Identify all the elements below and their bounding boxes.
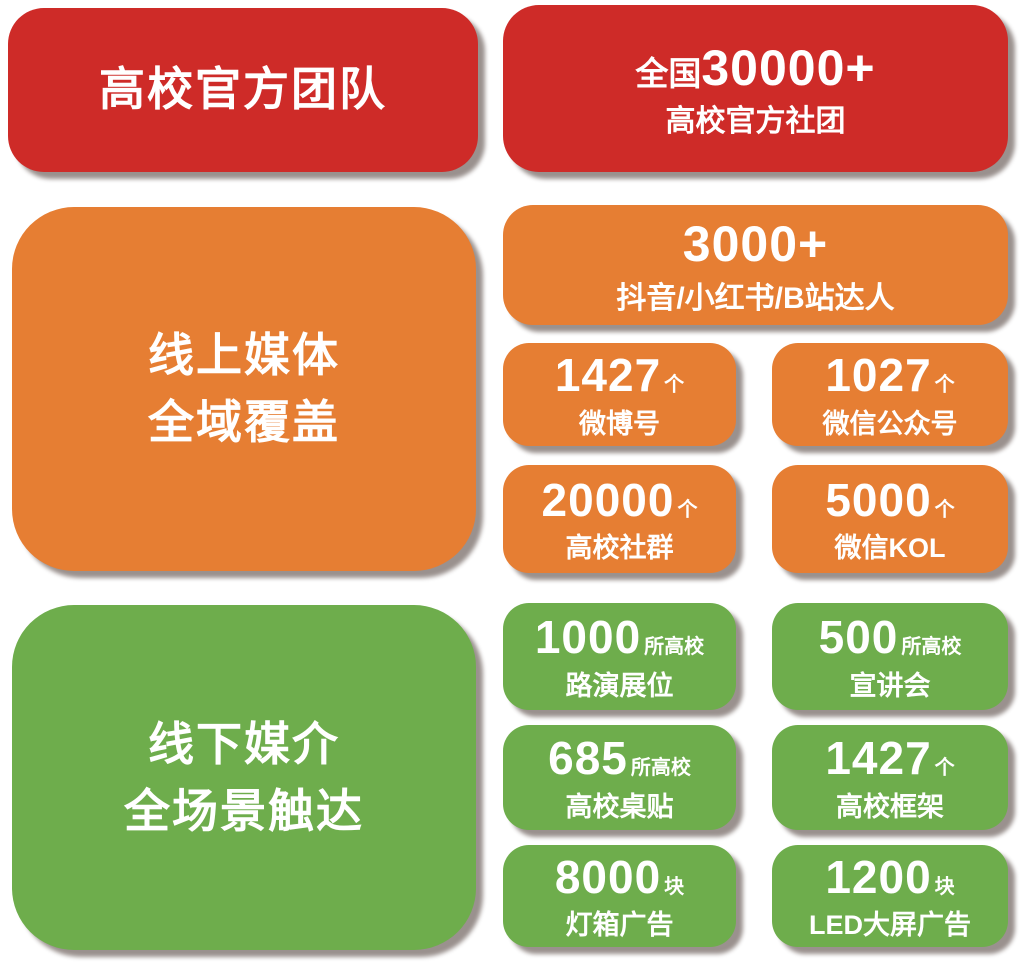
lightbox-ads-number: 8000 bbox=[554, 850, 662, 903]
national-clubs-prefix: 全国 bbox=[635, 54, 702, 92]
stat-card-lightbox-ads: 8000 块 灯箱广告 bbox=[503, 845, 736, 947]
led-screen-ads-unit: 块 bbox=[934, 875, 955, 898]
weibo-numline: 1427 个 bbox=[555, 347, 684, 405]
card-online-media-title: 线上媒体 全域覆盖 bbox=[12, 207, 476, 571]
desk-stickers-label: 高校桌贴 bbox=[565, 791, 674, 822]
campus-groups-unit: 个 bbox=[677, 498, 698, 521]
stat-card-campus-groups: 20000 个 高校社群 bbox=[503, 465, 736, 573]
weibo-unit: 个 bbox=[664, 374, 685, 397]
led-screen-ads-number: 1200 bbox=[825, 850, 932, 903]
roadshow-unit: 所高校 bbox=[644, 636, 705, 659]
card-national-official-clubs: 全国 30000+ 高校官方社团 bbox=[503, 5, 1008, 172]
desk-stickers-number: 685 bbox=[548, 732, 628, 785]
offline-media-title-line1: 线下媒介 bbox=[148, 717, 340, 770]
roadshow-numline: 1000 所高校 bbox=[535, 609, 704, 667]
lightbox-ads-numline: 8000 块 bbox=[555, 849, 684, 907]
info-sessions-label: 宣讲会 bbox=[849, 670, 931, 701]
campus-frames-number: 1427 bbox=[825, 732, 932, 785]
stat-card-campus-frames: 1427 个 高校框架 bbox=[772, 725, 1008, 830]
lightbox-ads-unit: 块 bbox=[664, 875, 685, 898]
stat-card-weibo: 1427 个 微博号 bbox=[503, 343, 736, 446]
influencers-label: 抖音/小红书/B站达人 bbox=[616, 281, 895, 315]
lightbox-ads-label: 灯箱广告 bbox=[565, 910, 674, 941]
campus-frames-label: 高校框架 bbox=[836, 791, 944, 822]
campus-frames-numline: 1427 个 bbox=[825, 730, 954, 788]
influencers-number: 3000+ bbox=[682, 216, 829, 272]
campus-frames-unit: 个 bbox=[934, 757, 955, 780]
card-campus-official-team: 高校官方团队 bbox=[8, 8, 478, 172]
stat-card-roadshow-booths: 1000 所高校 路演展位 bbox=[503, 603, 736, 710]
wechat-official-numline: 1027 个 bbox=[825, 347, 954, 405]
national-clubs-number: 30000+ bbox=[701, 39, 876, 96]
info-sessions-unit: 所高校 bbox=[901, 636, 962, 659]
national-clubs-label: 高校官方社团 bbox=[665, 105, 846, 138]
stat-card-info-sessions: 500 所高校 宣讲会 bbox=[772, 603, 1008, 710]
wechat-kol-label: 微信KOL bbox=[834, 533, 946, 564]
weibo-number: 1427 bbox=[554, 349, 662, 402]
wechat-kol-number: 5000 bbox=[825, 473, 932, 526]
campus-groups-numline: 20000 个 bbox=[542, 472, 698, 530]
stat-card-desk-stickers: 685 所高校 高校桌贴 bbox=[503, 725, 736, 830]
wechat-official-label: 微信公众号 bbox=[822, 408, 958, 439]
roadshow-number: 1000 bbox=[534, 611, 642, 664]
led-screen-ads-numline: 1200 块 bbox=[825, 849, 954, 907]
stat-card-wechat-official: 1027 个 微信公众号 bbox=[772, 343, 1008, 446]
wechat-official-unit: 个 bbox=[934, 374, 955, 397]
stat-card-wechat-kol: 5000 个 微信KOL bbox=[772, 465, 1008, 573]
card-campus-official-team-label: 高校官方团队 bbox=[99, 63, 387, 116]
led-screen-ads-label: LED大屏广告 bbox=[809, 910, 971, 941]
online-media-title-line2: 全域覆盖 bbox=[148, 396, 340, 448]
wechat-kol-unit: 个 bbox=[934, 498, 955, 521]
weibo-label: 微博号 bbox=[579, 408, 660, 439]
offline-media-title-line2: 全场景触达 bbox=[124, 784, 364, 837]
desk-stickers-unit: 所高校 bbox=[630, 757, 691, 780]
roadshow-label: 路演展位 bbox=[565, 670, 674, 701]
national-clubs-numline: 全国 30000+ bbox=[635, 37, 875, 100]
stat-card-led-screen-ads: 1200 块 LED大屏广告 bbox=[772, 845, 1008, 947]
wechat-kol-numline: 5000 个 bbox=[825, 472, 954, 530]
info-sessions-numline: 500 所高校 bbox=[819, 609, 962, 667]
wechat-official-number: 1027 bbox=[825, 349, 932, 402]
stat-card-influencers: 3000+ 抖音/小红书/B站达人 bbox=[503, 205, 1008, 325]
info-sessions-number: 500 bbox=[818, 611, 899, 664]
campus-groups-label: 高校社群 bbox=[565, 533, 674, 564]
online-media-title-line1: 线上媒体 bbox=[148, 329, 340, 382]
card-offline-media-title: 线下媒介 全场景触达 bbox=[12, 605, 476, 950]
desk-stickers-numline: 685 所高校 bbox=[548, 730, 691, 788]
campus-groups-number: 20000 bbox=[541, 473, 675, 526]
